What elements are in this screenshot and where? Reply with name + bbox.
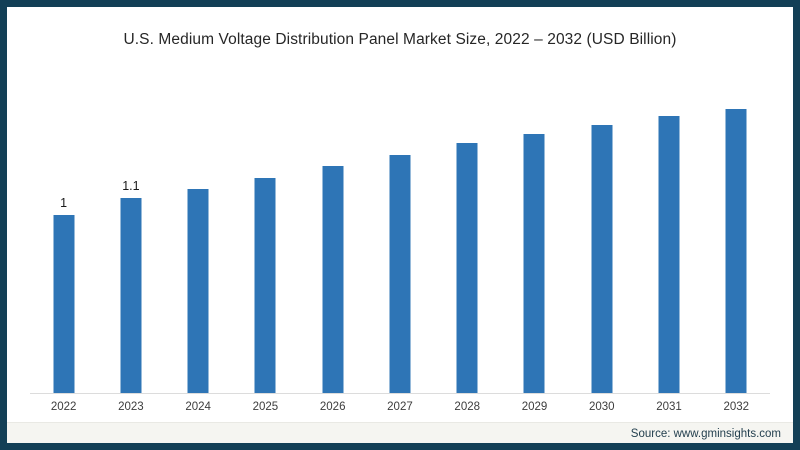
x-axis-label-2026: 2026 (319, 401, 346, 413)
x-axis-label-2031: 2031 (656, 401, 682, 413)
x-axis-label-2022: 2022 (50, 401, 77, 413)
bar-plot-area: 1 1.1 (30, 73, 770, 394)
bar-slot (434, 73, 501, 393)
x-axis: 2022 2023 2024 2025 2026 2027 2028 2029 2030 2031… (30, 401, 770, 417)
bar-value-label-2023: 1.1 (122, 179, 140, 193)
bar-slot (635, 73, 702, 393)
bar-slot (366, 73, 433, 393)
bar-slot (568, 73, 635, 393)
x-axis-label-2023: 2023 (118, 401, 144, 413)
bar-slot (232, 73, 299, 393)
bar-slot (501, 73, 568, 393)
source-attribution: Source: www.gminsights.com (630, 428, 781, 440)
bar-2032 (725, 109, 747, 393)
bar-2023 (120, 198, 142, 393)
bar-2025 (254, 178, 276, 393)
x-axis-label-2029: 2029 (521, 401, 548, 413)
bar-2024 (187, 189, 209, 393)
x-axis-label-2032: 2032 (723, 401, 750, 413)
bar-slot: 1.1 (97, 73, 164, 393)
bar-2026 (322, 166, 344, 393)
chart-title: U.S. Medium Voltage Distribution Panel M… (123, 31, 677, 48)
x-axis-label-2027: 2027 (387, 401, 413, 413)
bar-2022 (53, 215, 75, 393)
x-axis-label-2025: 2025 (252, 401, 279, 413)
x-axis-label-2028: 2028 (454, 401, 481, 413)
bar-slot (165, 73, 232, 393)
bar-value-label-2022: 1 (60, 196, 68, 210)
bar-2027 (389, 155, 411, 393)
bar-2029 (523, 134, 545, 393)
footer-strip: Source: www.gminsights.com (7, 422, 793, 443)
bar-slot: 1 (30, 73, 97, 393)
x-axis-label-2024: 2024 (185, 401, 211, 413)
bar-2031 (658, 116, 680, 393)
bar-2028 (456, 143, 478, 393)
bar-2030 (591, 125, 613, 393)
bar-slot (299, 73, 366, 393)
x-axis-label-2030: 2030 (588, 401, 615, 413)
bar-slot (703, 73, 770, 393)
